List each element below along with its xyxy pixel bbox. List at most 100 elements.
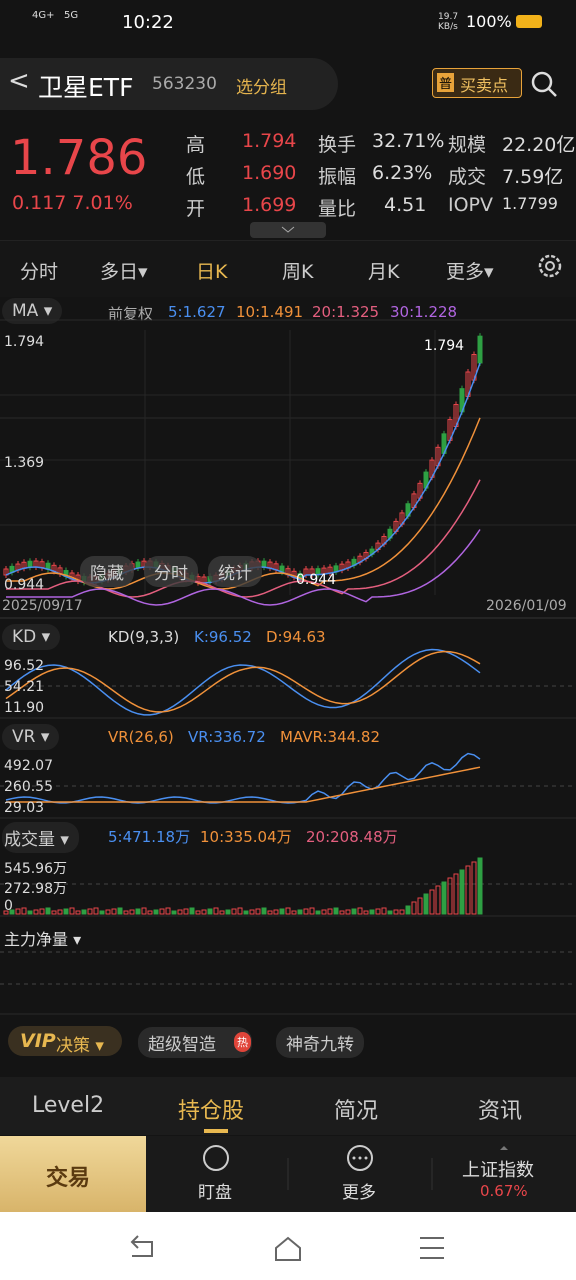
ma-line <box>6 529 481 606</box>
index-change: 0.67% <box>480 1182 528 1200</box>
back[interactable]: < <box>8 66 30 96</box>
name: 卫星ETF <box>38 73 134 102</box>
stat-value: 22.20亿 <box>502 134 576 156</box>
volume-bar <box>177 909 183 915</box>
d: D:94.63 <box>266 628 326 646</box>
volume-bar <box>321 909 327 915</box>
volume-bar <box>447 877 453 915</box>
volume-bar <box>111 908 117 915</box>
tab[interactable]: 更多▾ <box>446 261 494 283</box>
vr-label[interactable]: VR ▾ <box>2 724 60 750</box>
volume-bar <box>357 907 363 915</box>
axis-label: 54.21 <box>4 679 45 695</box>
mavr: MAVR:344.82 <box>280 728 381 746</box>
candle <box>477 335 483 364</box>
axis-label: 545.96万 <box>4 861 67 877</box>
volume-bar <box>99 910 105 915</box>
ma30: 30:1.228 <box>390 303 458 321</box>
stats-btn[interactable]: 统计 <box>208 556 262 587</box>
volume-bar <box>249 909 255 915</box>
candle <box>27 560 33 568</box>
volume-bar <box>471 861 477 915</box>
group[interactable]: 选分组 <box>236 78 287 98</box>
volume-bar <box>171 910 177 915</box>
stat-label: 换手 <box>318 134 357 156</box>
stat-value: 6.23% <box>372 162 433 184</box>
volume-bar <box>393 909 399 915</box>
axis-label: 11.90 <box>4 700 45 716</box>
axis-label: 260.55 <box>4 779 53 795</box>
nine[interactable]: 神奇九转 <box>276 1027 364 1058</box>
more[interactable]: 更多 <box>342 1183 376 1203</box>
hide-btn[interactable]: 隐藏 <box>80 556 134 587</box>
trade[interactable] <box>0 1136 146 1212</box>
smart[interactable]: 超级智造 <box>138 1027 252 1058</box>
bottom-tab[interactable]: 资讯 <box>478 1099 523 1124</box>
nav-bar <box>0 1212 576 1280</box>
d-line <box>5 650 481 713</box>
kd-label[interactable]: KD ▾ <box>2 624 61 650</box>
vip[interactable] <box>8 1026 122 1056</box>
volume-bar <box>141 907 147 915</box>
volume-bar <box>465 865 471 915</box>
volume-bar <box>441 881 447 915</box>
signal-btn[interactable]: 普 买卖点 <box>432 68 522 98</box>
volume-bar <box>237 907 243 915</box>
battery-icon <box>516 15 542 28</box>
tab[interactable]: 月K <box>368 261 400 283</box>
stat-label: 振幅 <box>318 166 357 188</box>
badge: 普 <box>437 73 455 92</box>
bottom-tab[interactable]: 简况 <box>334 1099 379 1124</box>
tab[interactable]: 分时 <box>20 261 59 283</box>
volume-bar <box>207 908 213 915</box>
tab[interactable]: 日K <box>196 261 228 283</box>
watch[interactable]: 盯盘 <box>198 1183 232 1203</box>
code: 563230 <box>152 74 217 94</box>
volume-bar <box>243 910 249 915</box>
volume-bar <box>165 907 171 915</box>
ma-bar: MA ▾ 前复权 5:1.627 10:1.491 20:1.325 30:1.… <box>0 298 576 328</box>
index[interactable]: 上证指数 <box>462 1160 534 1181</box>
volume-bar <box>183 908 189 915</box>
volume-bar <box>405 905 411 915</box>
axis-label: 0 <box>4 898 13 914</box>
stat-value: 1.699 <box>242 194 297 216</box>
volume-bar <box>327 908 333 915</box>
volume-bar <box>303 908 309 915</box>
ma10: 10:1.491 <box>236 303 304 321</box>
tab[interactable]: 周K <box>282 261 314 283</box>
volume-bar <box>213 907 219 915</box>
search-icon[interactable] <box>0 0 576 110</box>
bottom-tab[interactable]: 持仓股 <box>178 1099 245 1124</box>
expand[interactable] <box>0 222 576 242</box>
volume-bar <box>147 910 153 915</box>
net: 4G+ <box>32 10 55 21</box>
volume-bar <box>117 907 123 915</box>
price: 1.786 <box>10 130 148 186</box>
low-note: 0.944 <box>296 572 337 588</box>
stat-value: 1.690 <box>242 162 297 184</box>
volume-bar <box>375 908 381 915</box>
change: 0.117 7.01% <box>12 192 133 214</box>
volume-bar <box>309 907 315 915</box>
flow-label[interactable]: 主力净量 ▾ <box>4 930 82 949</box>
settings[interactable] <box>0 240 576 296</box>
intraday-btn[interactable]: 分时 <box>144 556 198 587</box>
tabs: 分时 多日▾ 日K 周K 月K 更多▾ <box>0 240 576 297</box>
high-note: 1.794 <box>424 338 465 354</box>
stat-value: 1.794 <box>242 130 297 152</box>
bottom-tab[interactable]: Level2 <box>32 1093 105 1118</box>
tab[interactable]: 多日▾ <box>100 261 148 283</box>
vr: VR:336.72 <box>188 728 266 746</box>
volume-bar <box>159 908 165 915</box>
k: K:96.52 <box>194 628 252 646</box>
signal: 买卖点 <box>460 76 509 95</box>
axis-label: 1.369 <box>4 455 45 471</box>
volume-bar <box>45 907 51 915</box>
action-icons <box>203 1145 508 1190</box>
vol-label[interactable]: 成交量 ▾ <box>2 822 79 853</box>
volume-bar <box>369 909 375 915</box>
axis-label: 1.794 <box>4 334 45 350</box>
vr-line <box>5 752 481 804</box>
